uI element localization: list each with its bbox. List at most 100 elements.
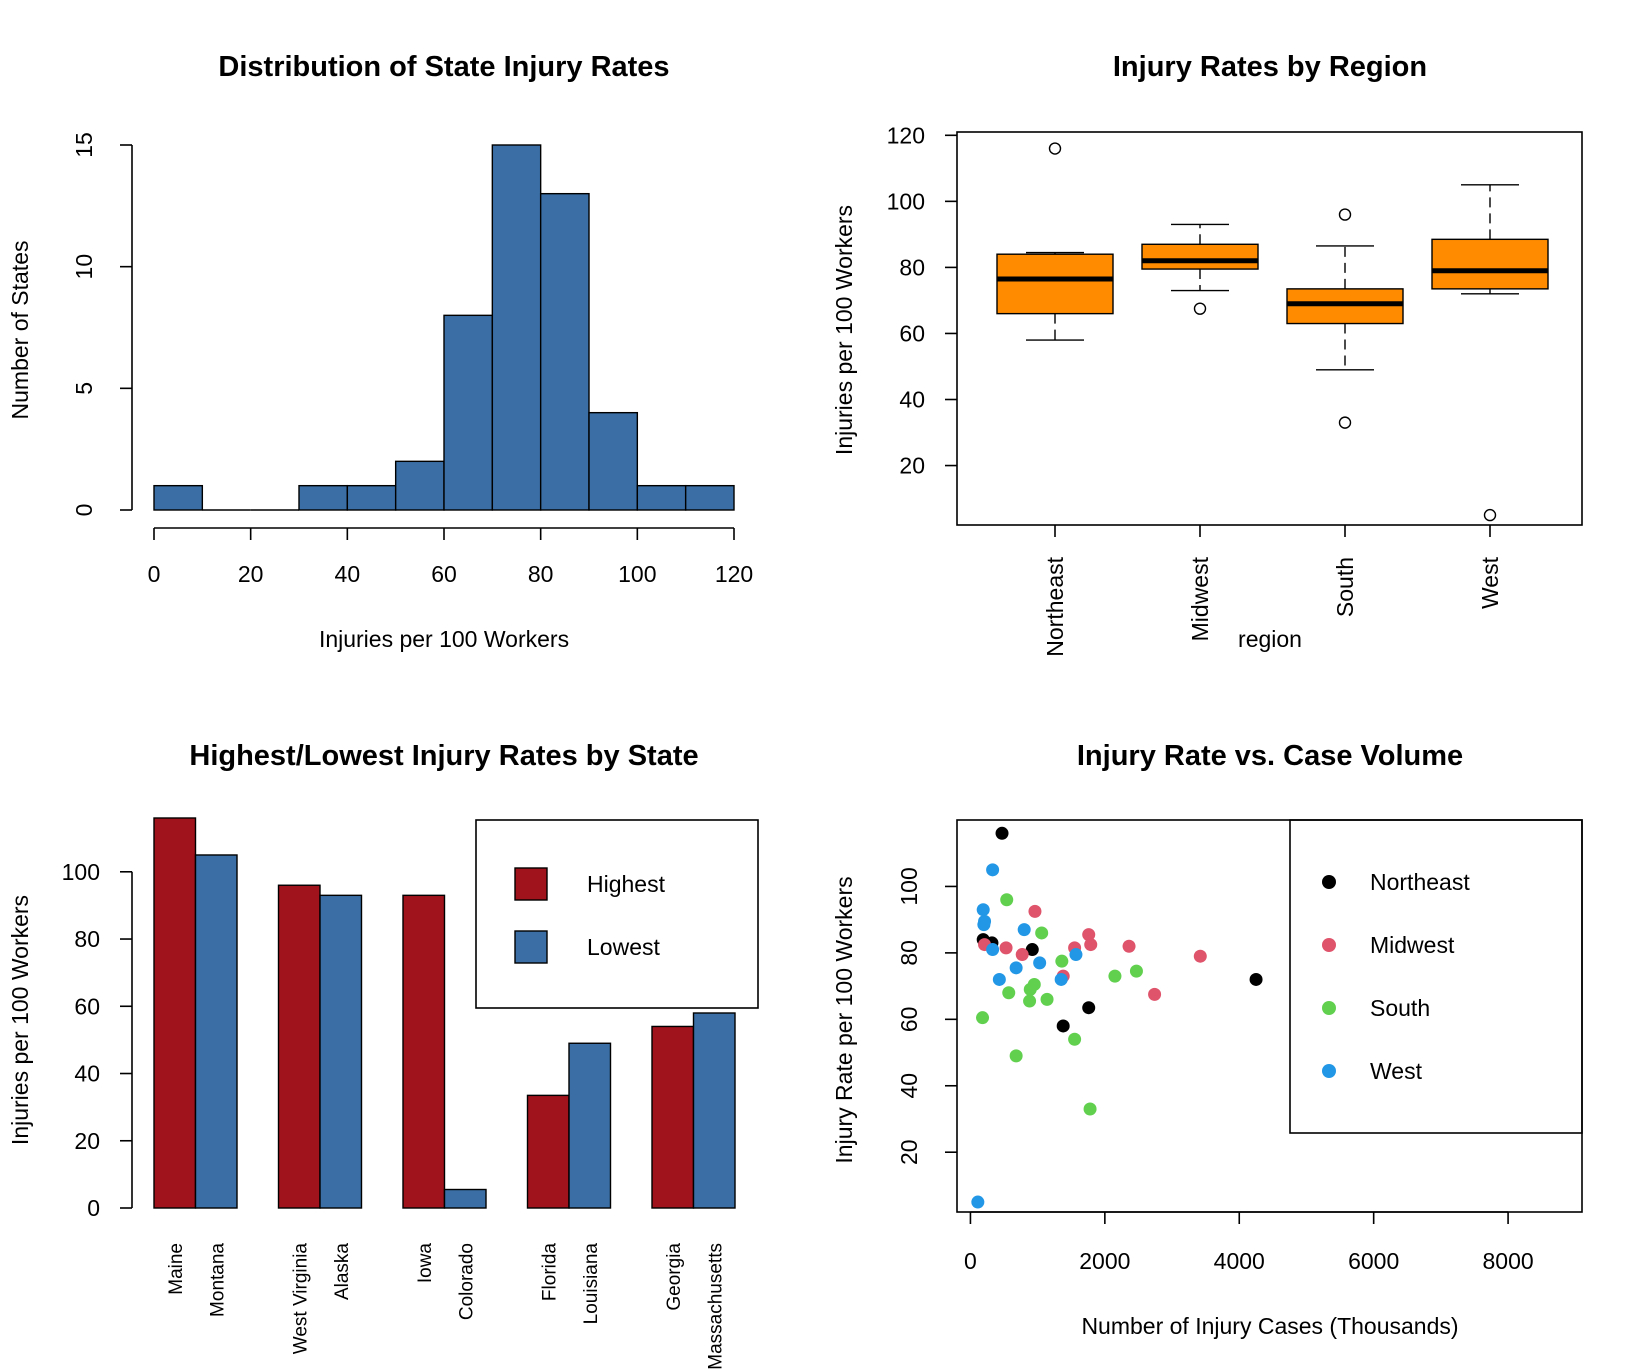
bar-state-label: Florida bbox=[539, 1243, 560, 1302]
barplot-panel: Highest/Lowest Injury Rates by State Inj… bbox=[7, 740, 759, 1370]
scatter-point-west bbox=[1033, 956, 1047, 970]
scatter-point-midwest bbox=[1122, 939, 1136, 953]
bar-state-label: Maine bbox=[166, 1243, 187, 1295]
histogram-bar bbox=[636, 484, 687, 511]
scatter-point-midwest bbox=[1015, 948, 1029, 962]
scatter-x-tick-label: 8000 bbox=[1482, 1248, 1533, 1274]
scatter-y-tick-label: 100 bbox=[896, 867, 922, 905]
scatter-x-tick-label: 2000 bbox=[1079, 1248, 1130, 1274]
scatter-point-west bbox=[986, 943, 1000, 957]
scatter-point-west bbox=[992, 972, 1006, 986]
bar-state-label: Iowa bbox=[415, 1243, 436, 1284]
barplot-title: Highest/Lowest Injury Rates by State bbox=[189, 740, 698, 772]
scatter-point-south bbox=[1035, 926, 1049, 940]
boxplot-y-tick-label: 80 bbox=[899, 254, 925, 280]
barplot-y-tick-label: 60 bbox=[74, 993, 100, 1019]
legend-marker-south bbox=[1322, 1001, 1336, 1015]
histogram-bar bbox=[491, 144, 542, 511]
boxplot-y-tick-label: 100 bbox=[887, 188, 925, 214]
scatter-point-west bbox=[971, 1195, 985, 1209]
scatter-point-midwest bbox=[1028, 904, 1042, 918]
histogram-bar bbox=[346, 484, 397, 511]
scatter-point-south bbox=[1002, 986, 1016, 1000]
bar-state-label: Alaska bbox=[332, 1243, 353, 1300]
histogram-y-tick-label: 10 bbox=[71, 254, 97, 280]
bar-lowest bbox=[568, 1042, 612, 1209]
legend-label-highest: Highest bbox=[587, 871, 666, 897]
scatter-point-south bbox=[1023, 994, 1037, 1008]
bar-lowest bbox=[692, 1012, 736, 1209]
histogram-bars bbox=[153, 144, 735, 511]
scatter-x-tick-label: 6000 bbox=[1348, 1248, 1399, 1274]
histogram-x-tick-label: 60 bbox=[431, 561, 457, 587]
barplot-y-tick-label: 20 bbox=[74, 1128, 100, 1154]
barplot-bars: Maine Montana West Virginia Alaska Iowa Color… bbox=[153, 817, 736, 1370]
scatter-frame bbox=[956, 819, 1583, 1213]
boxplot-y-tick-label: 20 bbox=[899, 453, 925, 479]
boxplot-box bbox=[996, 253, 1114, 315]
bar-state-label: Massachusetts bbox=[705, 1243, 726, 1370]
histogram-x-tick-label: 20 bbox=[238, 561, 264, 587]
scatter-xlabel: Number of Injury Cases (Thousands) bbox=[1081, 1313, 1458, 1339]
scatter-y-tick-label: 20 bbox=[896, 1139, 922, 1165]
scatter-point-west bbox=[976, 903, 990, 917]
histogram-y-tick-label: 15 bbox=[71, 132, 97, 158]
bar-lowest bbox=[443, 1188, 487, 1209]
histogram-bar bbox=[684, 484, 735, 511]
barplot-legend-box bbox=[475, 819, 759, 1009]
boxplot-box bbox=[1431, 238, 1549, 290]
barplot-legend: Highest Lowest bbox=[475, 819, 759, 1009]
legend-marker-west bbox=[1322, 1064, 1336, 1078]
legend-swatch-highest bbox=[514, 867, 548, 901]
bar-highest bbox=[651, 1025, 695, 1209]
histogram-bar bbox=[443, 314, 494, 511]
boxplot-frame bbox=[956, 131, 1583, 526]
histogram-bar bbox=[394, 460, 445, 511]
histogram-bar bbox=[153, 484, 204, 511]
scatter-point-south bbox=[1040, 992, 1054, 1006]
scatter-point-midwest bbox=[1084, 938, 1098, 952]
scatter-y-tick-label: 80 bbox=[896, 940, 922, 966]
scatter-point-south bbox=[1027, 977, 1041, 991]
scatter-point-west bbox=[1017, 923, 1031, 937]
scatter-point-south bbox=[976, 1011, 990, 1025]
histogram-panel: Distribution of State Injury Rates Injur… bbox=[7, 51, 753, 652]
histogram-bar bbox=[298, 484, 349, 511]
histogram-y-tick-label: 0 bbox=[71, 504, 97, 517]
scatter-point-south bbox=[1009, 1049, 1023, 1063]
legend-marker-midwest bbox=[1322, 938, 1336, 952]
boxplot-title: Injury Rates by Region bbox=[1113, 51, 1427, 83]
histogram-y-tick-label: 5 bbox=[71, 382, 97, 395]
scatter-point-midwest bbox=[999, 941, 1013, 955]
boxplot-outlier bbox=[1483, 508, 1497, 522]
boxplot-category-label: Midwest bbox=[1187, 556, 1213, 641]
histogram-title: Distribution of State Injury Rates bbox=[218, 51, 669, 83]
barplot-y-tick-label: 80 bbox=[74, 926, 100, 952]
scatter-point-south bbox=[1108, 969, 1122, 983]
histogram-xlabel: Injuries per 100 Workers bbox=[319, 626, 569, 652]
scatter-y-tick-label: 60 bbox=[896, 1007, 922, 1033]
bar-state-label: Montana bbox=[207, 1243, 228, 1317]
scatter-point-west bbox=[986, 863, 1000, 877]
boxplot-ylabel: Injuries per 100 Workers bbox=[831, 205, 857, 455]
histogram-x-tick-label: 40 bbox=[335, 561, 361, 587]
legend-marker-northeast bbox=[1322, 875, 1336, 889]
scatter-point-south bbox=[1000, 893, 1014, 907]
scatter-point-south bbox=[1129, 964, 1143, 978]
bar-highest bbox=[153, 817, 197, 1209]
scatter-point-west bbox=[1009, 961, 1023, 975]
scatter-point-northeast bbox=[1249, 972, 1263, 986]
bar-state-label: Georgia bbox=[664, 1243, 685, 1311]
scatter-title: Injury Rate vs. Case Volume bbox=[1077, 740, 1463, 772]
scatter-axes: 0 2000 4000 6000 8000 20 40 60 80 100 bbox=[896, 867, 1534, 1274]
scatter-y-tick-label: 40 bbox=[896, 1073, 922, 1099]
boxplot-box bbox=[1141, 243, 1259, 270]
boxplot-xlabel: region bbox=[1238, 626, 1302, 652]
scatter-point-south bbox=[1055, 954, 1069, 968]
histogram-bar bbox=[539, 192, 590, 511]
barplot-y-tick-label: 0 bbox=[87, 1195, 100, 1221]
boxplot-category-label: South bbox=[1332, 557, 1358, 617]
scatter-legend: Northeast Midwest South West bbox=[1289, 819, 1583, 1134]
histogram-bar bbox=[588, 411, 639, 511]
